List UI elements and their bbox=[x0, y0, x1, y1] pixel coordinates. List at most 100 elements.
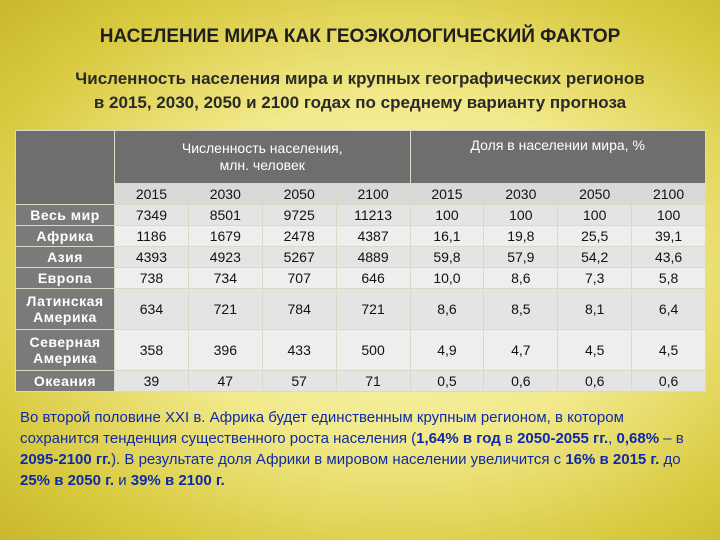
table-row: Африка 1186 1679 2478 4387 16,1 19,8 25,5 39,1 bbox=[15, 225, 706, 247]
table-cell: 0,6 bbox=[483, 370, 559, 392]
table-cell: 4,5 bbox=[631, 329, 706, 371]
table-row: Азия 4393 4923 5267 4889 59,8 57,9 54,2 43,6 bbox=[15, 246, 706, 268]
table-cell: 7349 bbox=[114, 204, 189, 226]
table-cell: 8,5 bbox=[483, 288, 559, 330]
note-bold: 1,64% в год bbox=[416, 430, 501, 447]
year-header-cell: 2030 bbox=[483, 183, 559, 205]
table-cell: 47 bbox=[187, 370, 263, 392]
year-header-cell: 2015 bbox=[114, 183, 189, 205]
region-label-line: Америка bbox=[33, 309, 97, 325]
year-header-cell: 2050 bbox=[557, 183, 633, 205]
table-cell: 784 bbox=[261, 288, 337, 330]
table-cell: 8,6 bbox=[409, 288, 485, 330]
table-cell: 1186 bbox=[114, 225, 189, 247]
table-cell: 707 bbox=[261, 267, 337, 289]
table-cell: 19,8 bbox=[483, 225, 559, 247]
slide-subtitle: Численность населения мира и крупных гео… bbox=[0, 67, 720, 115]
year-header-cell: 2100 bbox=[631, 183, 706, 205]
header-population-line-2: млн. человек bbox=[219, 157, 305, 173]
region-label: Северная Америка bbox=[15, 329, 115, 371]
table-cell: 4,5 bbox=[557, 329, 633, 371]
table-cell: 100 bbox=[409, 204, 485, 226]
table-cell: 5,8 bbox=[631, 267, 706, 289]
table-cell: 4393 bbox=[114, 246, 189, 268]
table-cell: 6,4 bbox=[631, 288, 706, 330]
region-label-line: Латинская bbox=[26, 293, 104, 309]
region-label-line: Весь мир bbox=[30, 207, 100, 223]
table-cell: 57,9 bbox=[483, 246, 559, 268]
year-header-cell: 2015 bbox=[409, 183, 485, 205]
note-text: до bbox=[659, 451, 681, 468]
table-cell: 500 bbox=[335, 329, 411, 371]
table-cell: 0,5 bbox=[409, 370, 485, 392]
region-label: Европа bbox=[15, 267, 115, 289]
table-cell: 100 bbox=[557, 204, 633, 226]
table-cell: 11213 bbox=[335, 204, 411, 226]
note-text: , bbox=[608, 430, 617, 447]
table-cell: 10,0 bbox=[409, 267, 485, 289]
note-bold: 0,68% bbox=[616, 430, 660, 447]
note-text: в bbox=[500, 430, 518, 447]
year-header-cell: 2050 bbox=[261, 183, 337, 205]
table-cell: 721 bbox=[187, 288, 263, 330]
table-cell: 358 bbox=[114, 329, 189, 371]
table-row: Весь мир 7349 8501 9725 11213 100 100 100 100 bbox=[15, 204, 706, 226]
region-label: Океания bbox=[15, 370, 115, 392]
table-cell: 8,1 bbox=[557, 288, 633, 330]
table-cell: 396 bbox=[187, 329, 263, 371]
table-cell: 16,1 bbox=[409, 225, 485, 247]
year-header-cell: 2030 bbox=[187, 183, 263, 205]
slide-title: НАСЕЛЕНИЕ МИРА КАК ГЕОЭКОЛОГИЧЕСКИЙ ФАКТ… bbox=[99, 26, 621, 47]
region-label-line: Африка bbox=[36, 228, 94, 244]
note-bold: 16% в 2015 г. bbox=[565, 451, 660, 468]
header-population: Численность населения, млн. человек bbox=[114, 130, 411, 184]
table-cell: 634 bbox=[114, 288, 189, 330]
region-label-line: Северная bbox=[29, 334, 101, 350]
table-cell: 646 bbox=[335, 267, 411, 289]
table-body: Весь мир 7349 8501 9725 11213 100 100 100 100 Афр… bbox=[15, 204, 706, 392]
table-cell: 39 bbox=[114, 370, 189, 392]
table-cell: 100 bbox=[483, 204, 559, 226]
header-share: Доля в населении мира, % bbox=[409, 130, 706, 184]
table-cell: 39,1 bbox=[631, 225, 706, 247]
table-cell: 4,9 bbox=[409, 329, 485, 371]
table-row: Океания 39 47 57 71 0,5 0,6 0,6 0,6 bbox=[15, 370, 706, 392]
table-cell: 721 bbox=[335, 288, 411, 330]
table-cell: 100 bbox=[631, 204, 706, 226]
note-text: и bbox=[114, 472, 131, 489]
table-row: Латинская Америка 634 721 784 721 8,6 8,5 8,1 6,4 bbox=[15, 288, 706, 330]
table-cell: 0,6 bbox=[631, 370, 706, 392]
table-cell: 4387 bbox=[335, 225, 411, 247]
table-cell: 57 bbox=[261, 370, 337, 392]
table-cell: 7,3 bbox=[557, 267, 633, 289]
note-text: – в bbox=[659, 430, 684, 447]
region-label-line: Океания bbox=[33, 373, 97, 389]
table-cell: 1679 bbox=[187, 225, 263, 247]
subtitle-line-2: в 2015, 2030, 2050 и 2100 годах по средн… bbox=[93, 93, 627, 112]
table-cell: 2478 bbox=[261, 225, 337, 247]
table-cell: 54,2 bbox=[557, 246, 633, 268]
region-label-line: Европа bbox=[37, 270, 93, 286]
note-bold: 2050-2055 гг. bbox=[517, 430, 609, 447]
note-text: ). В результате доля Африки в мировом на… bbox=[111, 451, 566, 468]
subtitle-line-1: Численность населения мира и крупных гео… bbox=[75, 69, 645, 88]
table-cell: 738 bbox=[114, 267, 189, 289]
region-label: Азия bbox=[15, 246, 115, 268]
year-header-row: 2015 2030 2050 2100 2015 2030 2050 2100 bbox=[16, 183, 706, 205]
region-label: Африка bbox=[15, 225, 115, 247]
table-cell: 734 bbox=[187, 267, 263, 289]
header-population-line-1: Численность населения, bbox=[181, 140, 343, 156]
population-table: Численность населения, млн. человек Доля… bbox=[15, 130, 706, 392]
table-cell: 4,7 bbox=[483, 329, 559, 371]
table-cell: 43,6 bbox=[631, 246, 706, 268]
table-cell: 71 bbox=[335, 370, 411, 392]
year-header-cell: 2100 bbox=[335, 183, 411, 205]
region-label-line: Азия bbox=[47, 249, 83, 265]
table-cell: 25,5 bbox=[557, 225, 633, 247]
note-bold: 39% в 2100 г. bbox=[130, 472, 225, 489]
note-bold: 2095-2100 гг. bbox=[20, 451, 112, 468]
table-cell: 4923 bbox=[187, 246, 263, 268]
table-cell: 8501 bbox=[187, 204, 263, 226]
table-cell: 433 bbox=[261, 329, 337, 371]
note-text: Во второй половине XXI в. Африка будет е… bbox=[20, 409, 624, 447]
